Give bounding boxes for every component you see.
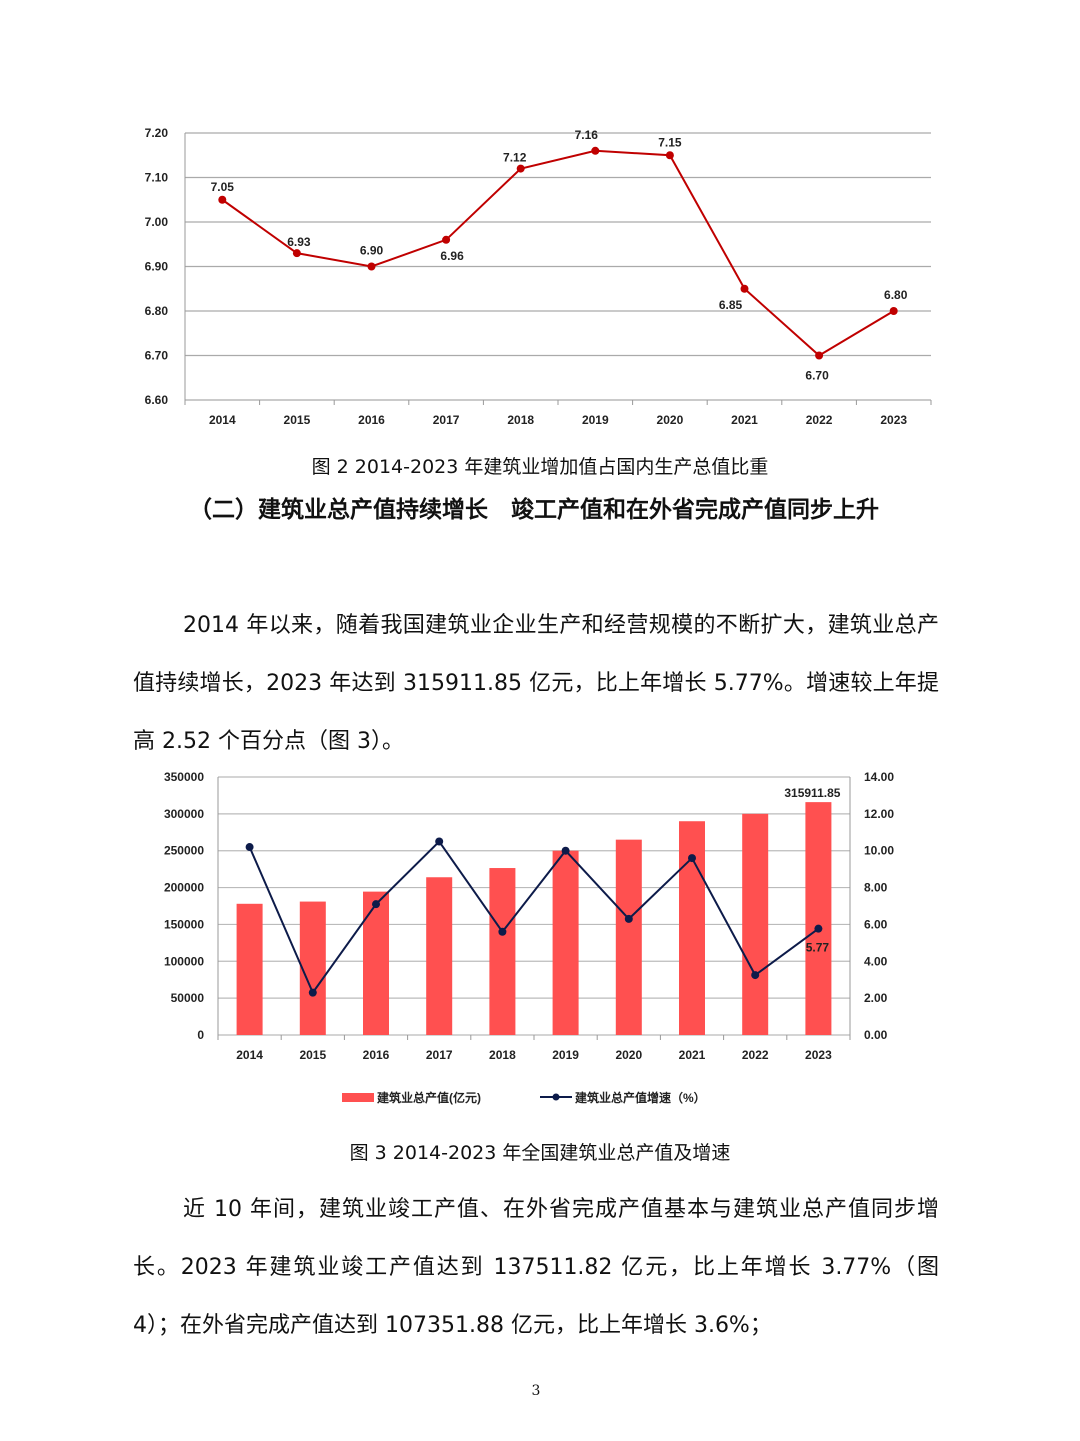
data-label: 7.12 <box>503 151 527 165</box>
x-tick-label: 2017 <box>426 1048 453 1062</box>
bar <box>679 821 705 1035</box>
x-tick-label: 2022 <box>806 413 833 427</box>
bar-data-label: 315911.85 <box>784 786 840 800</box>
y-left-tick-label: 200000 <box>164 881 204 895</box>
series-line <box>221 149 895 357</box>
growth-point <box>435 837 444 846</box>
y-tick-label: 6.60 <box>145 393 169 407</box>
growth-point <box>751 971 760 980</box>
y-right-tick-label: 10.00 <box>864 844 894 858</box>
y-tick-label: 6.70 <box>145 349 169 363</box>
x-tick-label: 2018 <box>507 413 534 427</box>
figure3-chart: 0 50000 100000 150000 200000 250000 300000 3500… <box>164 770 894 1105</box>
growth-line <box>248 839 819 995</box>
data-point <box>292 249 301 258</box>
y-left-tick-label: 100000 <box>164 954 204 968</box>
x-tick-label: 2020 <box>615 1048 642 1062</box>
y-tick-label: 6.80 <box>145 304 169 318</box>
bar <box>742 813 769 1035</box>
data-point <box>516 164 525 173</box>
data-point <box>591 146 600 155</box>
y-tick-label: 7.00 <box>145 215 169 229</box>
x-tick-label: 2017 <box>433 413 460 427</box>
bar <box>615 839 642 1035</box>
x-tick-label: 2020 <box>657 413 684 427</box>
growth-point <box>624 914 633 923</box>
data-label: 6.93 <box>287 235 311 249</box>
data-label: 7.05 <box>211 180 235 194</box>
growth-point <box>308 988 317 997</box>
y-right-tick-label: 14.00 <box>864 770 894 784</box>
legend-bar-label: 建筑业总产值(亿元) <box>376 1090 481 1105</box>
bar <box>552 850 579 1035</box>
x-tick-label: 2015 <box>299 1048 326 1062</box>
page-number: 3 <box>531 1383 541 1399</box>
data-point <box>889 307 898 315</box>
x-tick-label: 2021 <box>679 1048 706 1062</box>
growth-point <box>561 846 570 855</box>
legend-line-marker <box>552 1093 560 1101</box>
line-data-label: 5.77 <box>806 941 830 955</box>
bar <box>363 891 389 1035</box>
growth-point <box>814 924 823 933</box>
y-left-tick-label: 50000 <box>171 991 205 1005</box>
y-tick-label: 7.10 <box>145 171 169 185</box>
x-tick-label: 2019 <box>552 1048 579 1062</box>
bar <box>426 877 453 1035</box>
data-point <box>815 351 824 360</box>
bar <box>236 903 263 1035</box>
section-heading: （二）建筑业总产值持续增长 竣工产值和在外省完成产值同步上升 <box>189 497 879 523</box>
data-label: 7.16 <box>575 128 599 142</box>
y-left-tick-label: 150000 <box>164 917 204 931</box>
x-tick-label: 2022 <box>742 1048 769 1062</box>
legend-line-label: 建筑业总产值增速（%） <box>574 1090 706 1105</box>
data-label: 6.90 <box>360 244 384 258</box>
figure3-caption: 图 3 2014-2023 年全国建筑业总产值及增速 <box>349 1142 731 1164</box>
data-label: 7.15 <box>658 135 682 149</box>
data-label: 6.80 <box>884 288 908 302</box>
legend-bar-swatch <box>342 1093 374 1102</box>
bar <box>489 868 516 1035</box>
paragraph-1: 2014 年以来，随着我国建筑业企业生产和经营规模的不断扩大，建筑业总产值持续增… <box>133 613 939 754</box>
y-tick-label: 6.90 <box>145 260 169 274</box>
data-label: 6.85 <box>719 298 743 312</box>
data-point <box>740 284 749 293</box>
y-left-tick-label: 250000 <box>164 844 204 858</box>
bar <box>299 901 326 1035</box>
x-tick-label: 2016 <box>358 413 385 427</box>
growth-point <box>245 843 254 852</box>
figure2-caption: 图 2 2014-2023 年建筑业增加值占国内生产总值比重 <box>311 456 769 478</box>
y-right-tick-label: 4.00 <box>864 954 888 968</box>
x-tick-label: 2023 <box>805 1048 832 1062</box>
y-left-tick-label: 0 <box>197 1028 204 1042</box>
growth-point <box>688 854 696 863</box>
data-point <box>442 235 451 244</box>
figure2-chart: 6.60 6.70 6.80 6.90 7.00 7.10 7.20 2014 2015 2016… <box>145 126 932 427</box>
x-tick-label: 2023 <box>880 413 907 427</box>
growth-point <box>372 900 380 909</box>
x-tick-label: 2021 <box>731 413 758 427</box>
data-label: 6.96 <box>440 249 464 263</box>
x-tick-label: 2014 <box>236 1048 263 1062</box>
data-point <box>367 262 376 271</box>
data-point <box>218 195 227 204</box>
bar <box>805 802 832 1035</box>
data-point <box>665 151 674 160</box>
y-left-tick-label: 350000 <box>164 770 204 784</box>
x-tick-label: 2018 <box>489 1048 516 1062</box>
y-right-tick-label: 12.00 <box>864 807 894 821</box>
x-tick-label: 2015 <box>284 413 311 427</box>
y-right-tick-label: 6.00 <box>864 917 888 931</box>
y-right-tick-label: 8.00 <box>864 881 888 895</box>
y-tick-label: 7.20 <box>145 126 169 140</box>
growth-point <box>498 927 507 936</box>
x-tick-label: 2016 <box>363 1048 390 1062</box>
data-label: 6.70 <box>805 369 829 383</box>
y-right-tick-label: 2.00 <box>864 991 888 1005</box>
y-left-tick-label: 300000 <box>164 807 204 821</box>
x-tick-label: 2019 <box>582 413 609 427</box>
paragraph-2: 近 10 年间，建筑业竣工产值、在外省完成产值基本与建筑业总产值同步增长。202… <box>133 1197 939 1338</box>
y-right-tick-label: 0.00 <box>864 1028 888 1042</box>
x-tick-label: 2014 <box>209 413 236 427</box>
